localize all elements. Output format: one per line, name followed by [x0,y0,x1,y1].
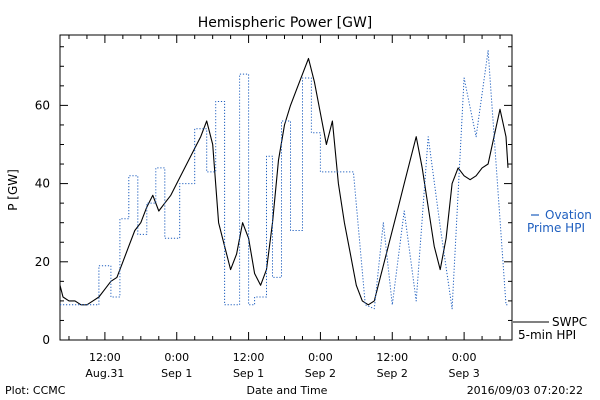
plot-timestamp: 2016/09/03 07:20:22 [467,384,583,397]
legend-label-ovation: Ovation [545,208,592,222]
x-tick-date-label: Sep 2 [377,367,408,380]
x-tick-label: 0:00 [164,351,189,364]
series-line-ovation [60,50,508,310]
x-tick-label: 12:00 [376,351,408,364]
legend-label-ovation-line2: Prime HPI [527,221,585,235]
y-axis-label: P [GW] [6,169,20,211]
x-axis-label: Date and Time [247,384,328,397]
legend-label-swpc-line2: 5-min HPI [518,328,576,342]
plot-frame [59,34,513,341]
x-tick-label: 0:00 [308,351,333,364]
y-tick-label: 0 [42,333,50,347]
x-tick-date-label: Aug.31 [85,367,124,380]
x-tick-date-label: Sep 2 [305,367,336,380]
series-line-swpc [59,57,509,306]
y-tick-label: 20 [35,255,50,269]
y-tick-label: 40 [35,177,50,191]
x-tick-date-label: Sep 1 [233,367,264,380]
plot-area: 0 20 40 60 12:00 Aug.31 0:00 Sep 1 12:00 Sep 1 0:0… [35,34,592,380]
x-tick-date-label: Sep 3 [448,367,479,380]
x-tick-label: 0:00 [452,351,477,364]
y-tick-label: 60 [35,98,50,112]
x-tick-label: 12:00 [233,351,265,364]
plot-source: Plot: CCMC [5,384,66,397]
legend-label-swpc: SWPC [552,315,587,329]
x-tick-label: 12:00 [89,351,121,364]
chart-title: Hemispheric Power [GW] [198,15,373,31]
x-tick-date-label: Sep 1 [161,367,192,380]
